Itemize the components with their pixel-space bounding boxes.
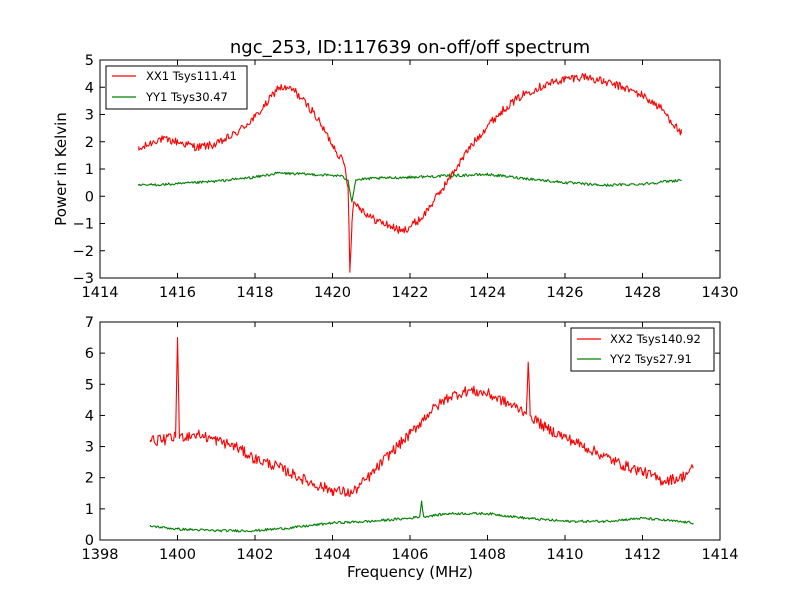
bottom-x-tick-label: 1414	[702, 547, 739, 563]
bottom-y-tick-label: 1	[85, 502, 94, 518]
bottom-x-tick-label: 1406	[392, 547, 429, 563]
top-x-tick-label: 1414	[82, 285, 119, 301]
bottom-axis-ticks: 1398 1400 1402 1404 1406 1408 1410 1412 1414 0 1 2 3…	[82, 315, 739, 563]
top-series-lines	[138, 72, 682, 273]
top-axis-ticks: 1414 1416 1418 1420 1422 1424 1426 1428 1430−3−2…	[73, 53, 739, 301]
top-series-yy1-line	[138, 171, 682, 203]
bottom-x-tick-label: 1400	[159, 547, 196, 563]
bottom-x-axis-label: Frequency (MHz)	[347, 563, 473, 581]
bottom-spectrum-panel: 1398 1400 1402 1404 1406 1408 1410 1412 1414 0 1 2 3…	[82, 315, 739, 581]
top-y-tick-label: 3	[85, 108, 94, 124]
top-x-tick-label: 1426	[547, 285, 584, 301]
top-spectrum-panel: 1414 1416 1418 1420 1422 1424 1426 1428 1430−3−2…	[52, 37, 738, 301]
top-y-tick-label: 5	[85, 53, 94, 69]
top-y-tick-label: 1	[85, 162, 94, 178]
bottom-y-tick-label: 5	[85, 377, 94, 393]
bottom-y-tick-label: 7	[85, 315, 94, 331]
bottom-legend: XX2 Tsys140.92 YY2 Tsys27.91	[570, 327, 715, 372]
bottom-series-yy2-line	[149, 500, 694, 533]
top-y-axis-label: Power in Kelvin	[52, 112, 70, 226]
top-y-tick-label: 4	[85, 80, 94, 96]
bottom-y-tick-label: 3	[85, 440, 94, 456]
bottom-y-tick-label: 0	[85, 533, 94, 549]
top-legend-label-yy1: YY1 Tsys30.47	[145, 90, 228, 104]
top-y-tick-label: −1	[73, 217, 94, 233]
top-y-tick-label: −2	[73, 244, 94, 260]
bottom-x-tick-label: 1410	[547, 547, 584, 563]
top-x-tick-label: 1416	[159, 285, 196, 301]
bottom-series-lines	[149, 337, 694, 533]
top-x-tick-label: 1420	[314, 285, 351, 301]
top-x-tick-label: 1422	[392, 285, 429, 301]
bottom-x-tick-label: 1404	[314, 547, 351, 563]
bottom-x-tick-label: 1412	[624, 547, 661, 563]
top-legend: XX1 Tsys111.41 YY1 Tsys30.47	[105, 65, 248, 110]
bottom-x-tick-label: 1408	[469, 547, 506, 563]
top-x-tick-label: 1430	[702, 285, 739, 301]
top-y-tick-label: 2	[85, 135, 94, 151]
bottom-legend-label-xx2: XX2 Tsys140.92	[610, 332, 701, 346]
bottom-y-tick-label: 2	[85, 471, 94, 487]
top-y-tick-label: −3	[73, 271, 94, 287]
top-x-tick-label: 1424	[469, 285, 506, 301]
top-chart-title: ngc_253, ID:117639 on-off/off spectrum	[230, 37, 590, 58]
bottom-x-tick-label: 1402	[237, 547, 274, 563]
top-legend-label-xx1: XX1 Tsys111.41	[146, 69, 237, 83]
bottom-legend-box	[570, 327, 715, 372]
top-x-tick-label: 1418	[237, 285, 274, 301]
bottom-series-xx2-line	[149, 337, 694, 497]
top-y-tick-label: 0	[85, 189, 94, 205]
bottom-y-tick-label: 6	[85, 346, 94, 362]
bottom-x-tick-label: 1398	[82, 547, 119, 563]
top-x-tick-label: 1428	[624, 285, 661, 301]
bottom-y-tick-label: 4	[85, 408, 94, 424]
bottom-legend-label-yy2: YY2 Tsys27.91	[609, 352, 692, 366]
top-legend-box	[105, 65, 248, 110]
top-series-xx1-line	[138, 72, 682, 273]
